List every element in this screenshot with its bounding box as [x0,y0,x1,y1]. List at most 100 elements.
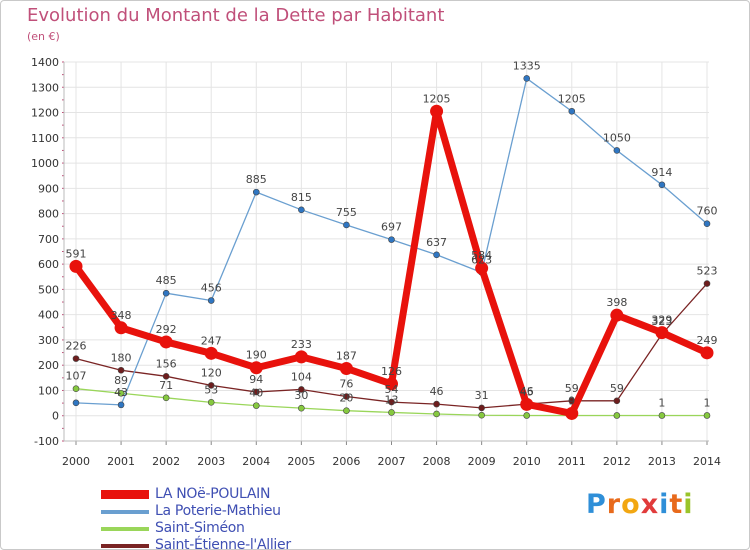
data-point-3 [72,355,80,362]
data-point-3 [433,400,440,408]
chart-subtitle: (en €) [27,30,60,43]
logo-letter: i [659,489,670,520]
data-label-3: 104 [291,370,312,383]
legend: LA NOë-POULAIN La Poterie-Mathieu Saint-… [101,486,361,550]
data-label-0: 190 [246,349,267,362]
data-point-0 [114,321,128,335]
data-label-3: 46 [430,385,444,398]
y-tick-label: 500 [38,283,59,296]
data-label-0: 126 [381,365,402,378]
data-label-1: 456 [201,282,222,295]
data-label-2: 1 [658,396,665,409]
data-point-2 [703,412,711,419]
y-tick-label: -100 [34,435,59,448]
data-label-0: 292 [156,323,177,336]
y-tick-label: 1000 [31,157,59,170]
data-label-2: 89 [114,374,128,387]
data-point-3 [207,382,215,389]
data-label-3: 59 [565,382,579,395]
data-point-0 [159,335,173,349]
y-tick-label: 200 [38,359,59,372]
data-point-1 [72,399,80,407]
legend-swatch-la-poterie-mathieu [101,510,149,514]
x-tick-label: 2010 [513,455,541,468]
legend-swatch-la-noe-poulain [101,490,149,499]
logo-letter: t [669,489,684,520]
data-point-3 [613,397,621,405]
legend-label-saint-etienne-l-allier: Saint-Étienne-l'Allier [155,537,291,550]
y-tick-label: 1200 [31,107,59,120]
logo-letter: i [683,489,694,520]
y-tick-label: 1400 [31,56,59,69]
legend-swatch-saint-etienne-l-allier [101,544,149,548]
data-label-2: 40 [249,387,263,400]
x-tick-label: 2004 [242,455,270,468]
data-label-0: 45 [520,385,534,398]
data-label-3: 94 [249,373,263,386]
data-point-0 [204,346,218,360]
x-tick-label: 2000 [62,455,90,468]
data-label-3: 46 [520,385,534,398]
data-label-1: 914 [651,166,672,179]
data-label-3: 180 [111,351,132,364]
data-label-3: 54 [385,383,399,396]
legend-label-saint-simeon: Saint-Siméon [155,520,245,536]
data-point-2 [72,385,80,392]
data-point-0 [520,397,534,411]
data-label-0: 584 [471,249,492,262]
x-tick-label: 2013 [648,455,676,468]
data-point-2 [117,389,125,397]
data-point-2 [162,394,170,402]
data-point-2 [298,404,305,412]
x-tick-label: 2001 [107,455,135,468]
data-point-0 [339,361,353,375]
legend-label-la-noe-poulain: LA NOë-POULAIN [155,486,271,502]
legend-swatch-saint-simeon [101,527,149,531]
data-label-3: 31 [475,389,489,402]
data-label-1: 760 [697,205,718,218]
x-tick-label: 2012 [603,455,631,468]
data-label-0: 591 [66,247,87,260]
data-label-3: 226 [66,340,87,353]
data-label-2: 107 [66,370,87,383]
data-point-1 [343,221,350,229]
data-point-3 [162,373,170,380]
data-point-2 [523,412,531,419]
chart-title: Evolution du Montant de la Dette par Hab… [27,5,445,26]
data-point-2 [613,412,621,419]
data-point-1 [117,401,125,409]
data-label-1: 485 [156,274,177,287]
x-tick-label: 2005 [287,455,315,468]
data-label-3: 156 [156,357,177,370]
data-point-1 [207,297,215,304]
x-tick-label: 2007 [378,455,406,468]
data-label-1: 697 [381,221,402,234]
data-label-1: 815 [291,191,312,204]
data-label-2: 20 [339,392,353,405]
y-tick-label: 900 [38,182,59,195]
data-point-2 [343,407,350,414]
legend-item-saint-simeon: Saint-Siméon [101,520,361,537]
data-point-1 [298,206,305,214]
data-label-0: 398 [606,296,627,309]
data-label-1: 755 [336,206,357,219]
data-point-0 [294,350,308,364]
data-point-1 [568,107,576,115]
x-tick-label: 2002 [152,455,180,468]
data-point-1 [388,236,395,243]
data-label-0: 187 [336,349,357,362]
logo-letter: o [621,489,641,520]
data-label-0: 329 [651,314,672,327]
legend-item-saint-etienne-l-allier: Saint-Étienne-l'Allier [101,537,361,550]
data-point-0 [430,104,444,118]
data-point-1 [523,75,531,82]
x-tick-label: 2014 [693,455,721,468]
data-label-1: 885 [246,173,267,186]
x-tick-label: 2003 [197,455,225,468]
x-tick-label: 2008 [423,455,451,468]
proxiti-logo: Proxiti [586,489,694,520]
data-point-0 [249,361,263,375]
data-label-0: 249 [697,334,718,347]
